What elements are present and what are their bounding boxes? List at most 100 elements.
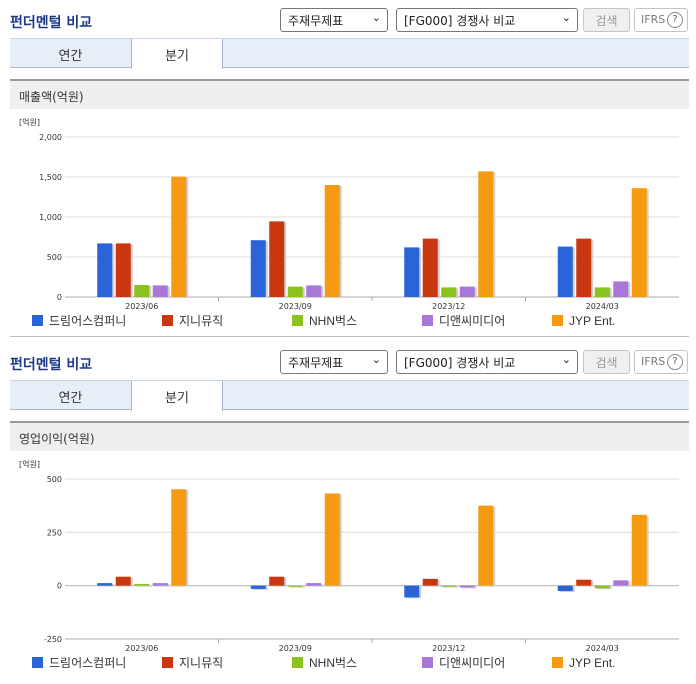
bar [478, 171, 494, 297]
legend-label: 드림어스컴퍼니 [49, 656, 126, 670]
ifrs-button[interactable]: IFRS? [634, 8, 688, 32]
x-tick-label: 2023/06 [125, 644, 158, 653]
legend-label: JYP Ent. [569, 656, 615, 670]
bar [250, 585, 266, 589]
metric-title: 매출액(억원) [10, 79, 689, 109]
help-icon[interactable]: ? [667, 12, 683, 28]
y-tick-label: -250 [44, 635, 62, 644]
bar [97, 583, 113, 586]
ifrs-button[interactable]: IFRS? [634, 350, 688, 374]
bar [459, 585, 475, 588]
search-button[interactable]: 검색 [583, 8, 630, 32]
x-tick-label: 2023/12 [432, 644, 465, 653]
bar [306, 285, 322, 297]
bar [287, 585, 303, 587]
bar-shadow [289, 586, 305, 588]
legend-label: 지니뮤직 [179, 656, 223, 670]
bar [576, 238, 592, 297]
x-tick-label: 2023/09 [279, 302, 312, 311]
bar [134, 285, 150, 297]
bar [152, 583, 168, 586]
legend-label: 지니뮤직 [179, 314, 223, 328]
y-tick-label: 1,500 [39, 173, 62, 182]
x-tick-label: 2023/09 [279, 644, 312, 653]
bar [594, 585, 610, 589]
bar-shadow [443, 586, 459, 588]
bar [576, 579, 592, 586]
divider [10, 336, 689, 337]
legend-swatch [552, 657, 563, 668]
bar [422, 238, 438, 297]
bar [324, 185, 340, 297]
bar [441, 287, 457, 297]
bar [324, 493, 340, 586]
y-tick-label: 0 [57, 582, 62, 591]
bar-shadow [461, 586, 477, 589]
bar [404, 585, 420, 598]
peer-group-select[interactable]: [FG000] 경쟁사 비교 ⌄ [396, 350, 578, 374]
bar [557, 246, 573, 297]
bar [134, 583, 150, 586]
peer-group-select-value: [FG000] 경쟁사 비교 [404, 14, 516, 28]
legend-label: JYP Ent. [569, 314, 615, 328]
legend-swatch [162, 657, 173, 668]
bar [478, 505, 494, 586]
chevron-down-icon: ⌄ [371, 353, 381, 366]
legend-label: 디앤씨미디어 [439, 314, 505, 328]
tab-annual[interactable]: 연간 [58, 391, 83, 406]
period-tabs: 연간 분기 [10, 38, 689, 69]
bar [459, 286, 475, 297]
operating-profit-bar-chart: [억원] -250 0 250 500 2023/06 2023/09 2023/12 2024… [19, 459, 679, 670]
tab-annual[interactable]: 연간 [58, 49, 83, 64]
panel-title: 펀더멘털 비교 [10, 15, 93, 31]
legend-swatch [422, 315, 433, 326]
tab-quarterly[interactable]: 분기 [131, 381, 223, 411]
bar [171, 176, 187, 297]
search-button[interactable]: 검색 [583, 350, 630, 374]
legend-swatch [422, 657, 433, 668]
statement-select[interactable]: 주재무제표 ⌄ [280, 8, 388, 32]
bar [171, 489, 187, 586]
bar [269, 221, 285, 297]
bar [631, 514, 647, 586]
bar [613, 281, 629, 297]
period-tabs: 연간 분기 [10, 380, 689, 411]
legend-label: NHN벅스 [309, 314, 357, 328]
bar [631, 188, 647, 297]
unit-label: [억원] [19, 459, 40, 469]
bar [306, 583, 322, 586]
legend-label: NHN벅스 [309, 656, 357, 670]
bar [97, 243, 113, 297]
legend-swatch [32, 315, 43, 326]
statement-select-value: 주재무제표 [288, 356, 344, 370]
legend-swatch [32, 657, 43, 668]
bar [269, 576, 285, 586]
unit-label: [억원] [19, 117, 40, 127]
y-tick-label: 2,000 [39, 133, 62, 142]
y-tick-label: 1,000 [39, 213, 62, 222]
y-tick-label: 500 [47, 253, 62, 262]
peer-group-select-value: [FG000] 경쟁사 비교 [404, 356, 516, 370]
y-tick-label: 0 [57, 293, 62, 302]
statement-select[interactable]: 주재무제표 ⌄ [280, 350, 388, 374]
legend-swatch [552, 315, 563, 326]
tab-quarterly[interactable]: 분기 [131, 39, 223, 69]
bar [441, 585, 457, 587]
legend-swatch [292, 315, 303, 326]
revenue-bar-chart: [억원] 0 500 1,000 1,500 2,000 2023/06 2023/09 202… [19, 117, 679, 328]
x-tick-label: 2023/12 [432, 302, 465, 311]
chevron-down-icon: ⌄ [561, 353, 571, 366]
y-tick-label: 500 [47, 475, 62, 484]
bar [404, 247, 420, 297]
legend-label: 드림어스컴퍼니 [49, 314, 126, 328]
legend-swatch [162, 315, 173, 326]
metric-title: 영업이익(억원) [10, 421, 689, 451]
help-icon[interactable]: ? [667, 354, 683, 370]
ifrs-label: IFRS [641, 13, 666, 26]
bar [115, 243, 131, 297]
peer-group-select[interactable]: [FG000] 경쟁사 비교 ⌄ [396, 8, 578, 32]
x-tick-label: 2023/06 [125, 302, 158, 311]
chevron-down-icon: ⌄ [371, 11, 381, 24]
bar [594, 287, 610, 297]
legend-label: 디앤씨미디어 [439, 656, 505, 670]
